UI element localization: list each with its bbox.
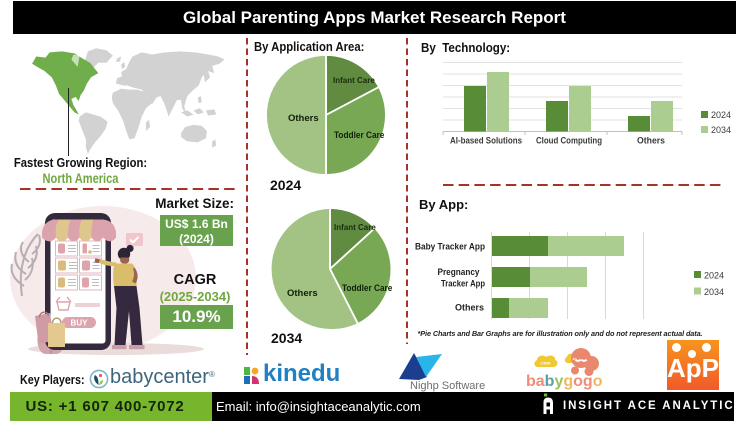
svg-text:Tracker App: Tracker App: [441, 279, 485, 290]
svg-text:BUY: BUY: [71, 319, 89, 328]
svg-text:.com: .com: [540, 361, 551, 366]
svg-text:2024: 2024: [704, 271, 724, 281]
svg-text:Baby Tracker App: Baby Tracker App: [415, 242, 485, 253]
svg-text:2024: 2024: [711, 110, 731, 120]
svg-text:AI-based Solutions: AI-based Solutions: [450, 136, 522, 146]
svg-text:Cloud Computing: Cloud Computing: [536, 136, 602, 146]
svg-text:Pregnancy: Pregnancy: [438, 267, 481, 278]
svg-text:Others: Others: [455, 303, 484, 314]
svg-text:babygogo: babygogo: [526, 373, 603, 390]
svg-text:.in: .in: [572, 356, 577, 361]
svg-text:2034: 2034: [711, 125, 731, 135]
svg-text:2034: 2034: [704, 287, 724, 297]
svg-text:Others: Others: [637, 136, 665, 146]
